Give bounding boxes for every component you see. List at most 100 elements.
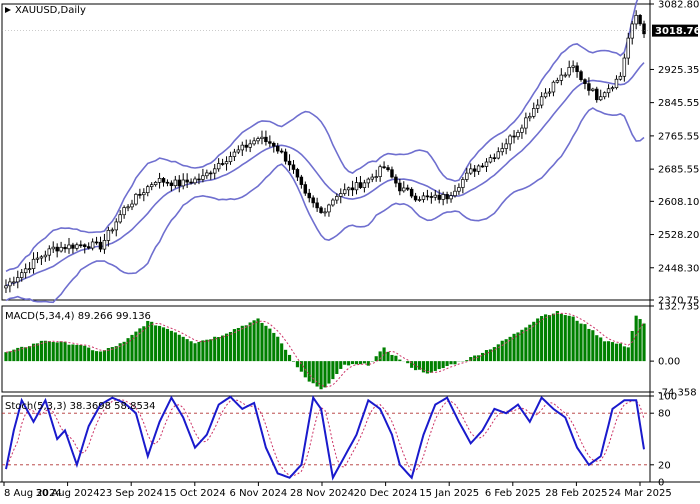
candle-body bbox=[198, 179, 201, 180]
candle-body bbox=[643, 24, 646, 34]
candle-body bbox=[540, 97, 543, 105]
candle-body bbox=[95, 242, 98, 243]
candle-body bbox=[414, 196, 417, 200]
macd-bar bbox=[182, 337, 185, 361]
candle-body bbox=[623, 58, 626, 76]
candle-body bbox=[635, 15, 638, 24]
candle-body bbox=[229, 157, 232, 162]
price-tick-label: 2925.35 bbox=[658, 65, 699, 76]
macd-bar bbox=[583, 324, 586, 361]
macd-bar bbox=[331, 361, 334, 379]
macd-bar bbox=[260, 323, 263, 361]
candle-body bbox=[292, 165, 295, 170]
candle-body bbox=[473, 169, 476, 171]
macd-bar bbox=[619, 343, 622, 361]
macd-bar bbox=[414, 361, 417, 370]
candle-body bbox=[158, 178, 161, 182]
macd-bar bbox=[323, 361, 326, 387]
macd-bar bbox=[190, 341, 193, 361]
candle-body bbox=[233, 152, 236, 156]
candle-body bbox=[284, 152, 287, 161]
stoch-tick-label: 20 bbox=[658, 460, 671, 471]
macd-bar bbox=[453, 361, 456, 364]
stoch-title: Stoch(5,3,3) 38.3698 58.8534 bbox=[5, 401, 156, 412]
macd-bar bbox=[449, 361, 452, 364]
candle-body bbox=[268, 142, 271, 144]
candle-body bbox=[442, 194, 445, 199]
candle-body bbox=[276, 146, 279, 151]
macd-bar bbox=[99, 351, 102, 361]
candle-body bbox=[316, 203, 319, 208]
macd-bar bbox=[75, 345, 78, 361]
macd-bar bbox=[87, 348, 90, 362]
candle-body bbox=[221, 164, 224, 165]
macd-bar bbox=[363, 361, 366, 363]
macd-bar bbox=[611, 342, 614, 361]
candle-body bbox=[99, 242, 102, 249]
macd-bar bbox=[627, 347, 630, 361]
candle-body bbox=[532, 108, 535, 116]
macd-bar bbox=[24, 347, 27, 361]
macd-bar bbox=[95, 351, 98, 361]
candle-body bbox=[202, 176, 205, 180]
candle-body bbox=[296, 169, 299, 177]
candle-body bbox=[24, 269, 27, 273]
macd-bar bbox=[603, 341, 606, 361]
macd-bar bbox=[209, 339, 212, 361]
price-tick-label: 3082.80 bbox=[658, 0, 699, 11]
candle-body bbox=[178, 180, 181, 186]
candle-body bbox=[245, 145, 248, 147]
candle-body bbox=[139, 194, 142, 195]
candle-body bbox=[410, 189, 413, 196]
candle-body bbox=[485, 162, 488, 166]
macd-bar bbox=[591, 330, 594, 361]
macd-bar bbox=[56, 342, 59, 361]
candle-body bbox=[552, 82, 555, 92]
macd-bar bbox=[473, 356, 476, 362]
macd-bar bbox=[268, 329, 271, 362]
candle-body bbox=[40, 257, 43, 258]
candle-body bbox=[497, 152, 500, 158]
macd-bar bbox=[245, 325, 248, 361]
candle-body bbox=[217, 164, 220, 169]
macd-bar bbox=[564, 315, 567, 361]
candle-body bbox=[595, 89, 598, 100]
lower-band-line bbox=[6, 108, 644, 302]
macd-bar bbox=[446, 361, 449, 366]
macd-title: MACD(5,34,4) 89.266 99.136 bbox=[5, 311, 151, 322]
date-tick-label: 15 Jan 2025 bbox=[419, 488, 479, 499]
candle-body bbox=[257, 139, 260, 141]
candle-body bbox=[127, 207, 130, 208]
macd-bar bbox=[532, 322, 535, 361]
candle-body bbox=[383, 167, 386, 168]
candle-body bbox=[461, 179, 464, 187]
date-tick-label: 30 Aug 2024 bbox=[36, 488, 100, 499]
macd-bar bbox=[292, 361, 295, 362]
macd-bar bbox=[264, 326, 267, 361]
macd-bar bbox=[442, 361, 445, 368]
candle-body bbox=[32, 259, 35, 268]
candle-body bbox=[379, 167, 382, 177]
candle-body bbox=[68, 245, 71, 249]
candle-body bbox=[536, 105, 539, 108]
candle-body bbox=[131, 204, 134, 207]
candle-body bbox=[521, 128, 524, 132]
candle-body bbox=[79, 245, 82, 246]
macd-bar bbox=[150, 322, 153, 361]
date-tick-label: 23 Sep 2024 bbox=[100, 488, 163, 499]
candle-body bbox=[174, 180, 177, 186]
candle-body bbox=[501, 149, 504, 152]
date-tick-label: 6 Nov 2024 bbox=[230, 488, 288, 499]
macd-bar bbox=[319, 361, 322, 389]
candle-body bbox=[170, 183, 173, 186]
macd-bar bbox=[158, 326, 161, 361]
candle-body bbox=[454, 191, 457, 195]
candle-body bbox=[150, 185, 153, 187]
candle-body bbox=[339, 194, 342, 197]
price-tick-label: 2845.55 bbox=[658, 98, 699, 109]
candle-body bbox=[225, 162, 228, 164]
candle-body bbox=[371, 177, 374, 179]
macd-bar bbox=[367, 361, 370, 366]
macd-bar bbox=[8, 351, 11, 361]
candle-body bbox=[115, 222, 118, 230]
